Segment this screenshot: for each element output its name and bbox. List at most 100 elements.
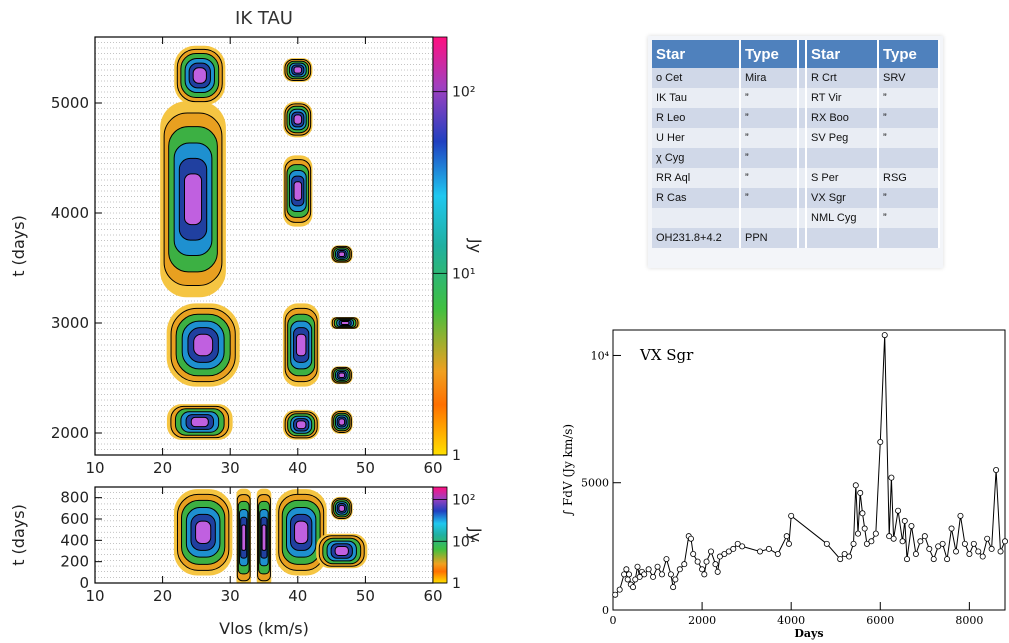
data-point xyxy=(921,533,928,540)
data-point xyxy=(888,474,895,481)
emission-feature xyxy=(316,533,368,569)
data-point xyxy=(912,551,919,558)
data-point xyxy=(687,535,694,542)
data-point xyxy=(712,561,719,568)
colorbar-tick-label: 10¹ xyxy=(452,534,475,550)
table-row: IK Tau” RT Vir” xyxy=(652,88,940,108)
table-row: U Her” SV Peg” xyxy=(652,128,940,148)
col-header-type-1: Type xyxy=(740,40,799,68)
x-tick-label: 4000 xyxy=(777,614,805,627)
table-row: χ Cyg” xyxy=(652,148,940,168)
col-gap xyxy=(798,148,807,168)
x-tick-label: 50 xyxy=(356,459,375,477)
data-point xyxy=(966,551,973,558)
data-point xyxy=(970,540,977,547)
contour-level xyxy=(195,520,212,545)
emission-feature xyxy=(283,155,313,227)
contour-level xyxy=(293,181,303,201)
data-point xyxy=(785,540,792,547)
data-point xyxy=(997,548,1004,555)
contour-level xyxy=(193,333,214,357)
data-point xyxy=(881,332,888,339)
star-type-table: Star Type Star Type o Cet Mira R Crt SRV IK … xyxy=(652,40,940,248)
data-point xyxy=(877,438,884,445)
data-point xyxy=(623,566,630,573)
y-tick-label: 800 xyxy=(60,489,89,507)
data-point xyxy=(837,556,844,563)
table-cell: VX Sgr xyxy=(806,188,879,208)
y-tick-label: 0 xyxy=(602,604,609,617)
colorbar-tick-label: 1 xyxy=(452,576,461,592)
data-point xyxy=(944,556,951,563)
table-cell: RX Boo xyxy=(806,108,879,128)
y-tick-label: 2000 xyxy=(51,424,89,442)
table-row: NML Cyg” xyxy=(652,208,940,228)
table-cell: ” xyxy=(740,128,799,148)
top-ylabel: t (days) xyxy=(9,215,28,277)
table-cell: ” xyxy=(878,188,940,208)
data-point xyxy=(703,558,710,565)
bottom-ylabel: t (days) xyxy=(9,504,28,566)
emission-feature xyxy=(166,303,240,387)
table-row: R Leo” RX Boo” xyxy=(652,108,940,128)
col-gap xyxy=(798,108,807,128)
x-tick-label: 30 xyxy=(221,459,240,477)
col-gap xyxy=(798,208,807,228)
data-point xyxy=(863,540,870,547)
emission-feature xyxy=(173,489,233,576)
emission-feature xyxy=(256,488,272,583)
data-point xyxy=(730,545,737,552)
data-point xyxy=(852,482,859,489)
data-point xyxy=(616,586,623,593)
y-tick-label: 400 xyxy=(60,531,89,549)
contour-level xyxy=(295,333,307,357)
line-chart-title: VX Sgr xyxy=(639,346,694,364)
x-tick-label: 40 xyxy=(288,587,307,605)
data-point xyxy=(654,563,661,570)
col-header-type-2: Type xyxy=(878,40,940,68)
table-cell: ” xyxy=(740,168,799,188)
table-cell: R Leo xyxy=(652,108,741,128)
emission-feature xyxy=(330,366,353,385)
contour-level xyxy=(293,66,303,74)
y-tick-label: 200 xyxy=(60,553,89,571)
table-cell xyxy=(652,208,741,228)
emission-feature xyxy=(236,488,252,583)
col-gap xyxy=(798,228,807,248)
data-point xyxy=(612,591,619,598)
data-point xyxy=(757,548,764,555)
data-point xyxy=(634,563,641,570)
x-tick-label: 0 xyxy=(610,614,617,627)
data-point xyxy=(701,571,708,578)
contour-level xyxy=(241,524,247,551)
col-gap xyxy=(798,188,807,208)
data-point xyxy=(841,551,848,558)
data-point xyxy=(645,566,652,573)
line-plot-frame xyxy=(612,329,1006,611)
table-cell: RR Aql xyxy=(652,168,741,188)
data-point xyxy=(734,540,741,547)
emission-feature xyxy=(282,303,320,387)
data-point xyxy=(636,573,643,580)
data-point xyxy=(935,543,942,550)
data-point xyxy=(626,571,633,578)
table-cell: o Cet xyxy=(652,68,741,88)
x-tick-label: 20 xyxy=(153,587,172,605)
data-point xyxy=(868,538,875,545)
emission-feature xyxy=(160,101,226,298)
contour-level xyxy=(261,524,267,551)
data-point xyxy=(939,540,946,547)
x-tick-label: 40 xyxy=(288,459,307,477)
data-point xyxy=(621,571,628,578)
table-cell: R Crt xyxy=(806,68,879,88)
data-point xyxy=(890,535,897,542)
table-cell: R Cas xyxy=(652,188,741,208)
data-point xyxy=(930,556,937,563)
table-cell: RT Vir xyxy=(806,88,879,108)
data-point xyxy=(823,540,830,547)
data-point xyxy=(699,566,706,573)
data-point xyxy=(975,548,982,555)
emission-feature xyxy=(330,496,353,520)
data-point xyxy=(659,571,666,578)
table-cell xyxy=(806,228,879,248)
